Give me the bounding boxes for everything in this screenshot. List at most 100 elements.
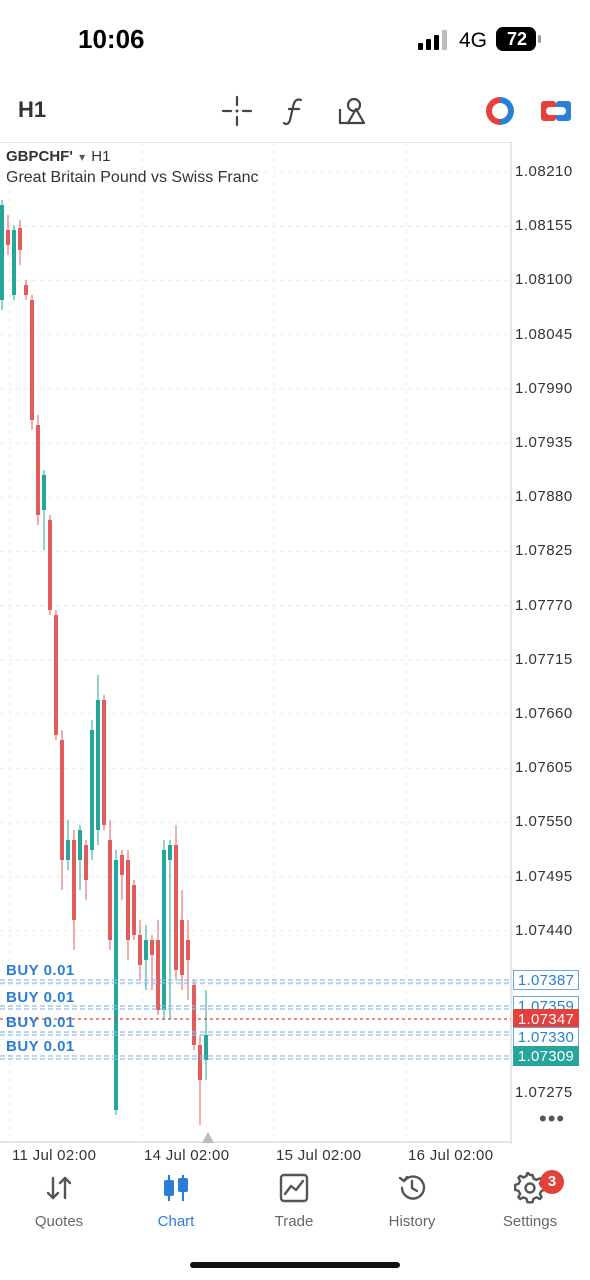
price-tick-label: 1.07660 (515, 705, 573, 722)
nav-chart[interactable]: Chart (126, 1172, 226, 1230)
date-tick-label: 14 Jul 02:00 (144, 1147, 230, 1164)
symbol-timeframe: H1 (91, 148, 111, 165)
objects-shapes-icon[interactable] (336, 95, 368, 127)
candle-body (66, 840, 70, 860)
candle-body (132, 885, 136, 935)
candle-body (72, 840, 76, 920)
candle-body (186, 940, 190, 960)
candle-body (30, 300, 34, 420)
symbol-title[interactable]: GBPCHF' ▾ H1 (6, 148, 110, 165)
current-price-box: 1.07309 (513, 1046, 579, 1066)
candle-body (24, 285, 28, 295)
candle-body (126, 860, 130, 940)
candle-body (96, 700, 100, 830)
price-tick-label: 1.07550 (515, 813, 573, 831)
candle-body (150, 940, 154, 955)
price-tick-label: 1.07495 (515, 867, 573, 885)
chart-grid (0, 142, 511, 1142)
candle-body (18, 228, 22, 250)
price-tick-label: 1.08210 (515, 163, 573, 180)
crosshair-icon[interactable] (221, 95, 253, 127)
candle-body (6, 230, 10, 245)
date-tick-label: 11 Jul 02:00 (12, 1147, 97, 1164)
candle-body (180, 920, 184, 975)
order-label[interactable]: BUY 0.01 (6, 1038, 75, 1055)
nav-label: Settings (502, 1213, 558, 1230)
price-tick-label: 1.08100 (515, 271, 573, 289)
candle-body (204, 1035, 208, 1060)
nav-label: Trade (274, 1213, 314, 1230)
candle-body (108, 840, 112, 940)
more-icon[interactable]: ••• (539, 1106, 566, 1131)
trade-panel-icon[interactable] (540, 95, 572, 127)
price-tick-label: 1.07275 (515, 1084, 573, 1102)
candle-body (162, 850, 166, 1010)
chevron-down-icon: ▾ (79, 150, 86, 164)
nav-label: Quotes (34, 1213, 84, 1230)
timeframe-selector[interactable]: H1 (18, 97, 47, 122)
quotes-arrows-icon (46, 1176, 72, 1200)
candle-body (174, 845, 178, 970)
candle-body (12, 230, 16, 295)
candle-body (144, 940, 148, 960)
candle-body (198, 1045, 202, 1080)
status-time: 10:06 (78, 24, 145, 54)
home-indicator[interactable] (190, 1262, 400, 1268)
history-clock-icon (398, 1175, 426, 1200)
settings-badge: 3 (540, 1170, 564, 1194)
price-tick-label: 1.07440 (515, 921, 573, 939)
bid-price-box: 1.07347 (513, 1009, 579, 1029)
price-tick-label: 1.08155 (515, 217, 573, 235)
price-tick-label: 1.07715 (515, 650, 573, 668)
candle-body (138, 935, 142, 965)
nav-trade[interactable]: Trade (244, 1172, 344, 1230)
candle-body (120, 855, 124, 875)
symbol-description: Great Britain Pound vs Swiss Franc (6, 169, 259, 186)
nav-quotes[interactable]: Quotes (9, 1172, 109, 1230)
candle-body (0, 205, 4, 300)
candle-body (168, 845, 172, 860)
battery-icon: 72 (496, 27, 542, 51)
one-click-trading-icon[interactable] (484, 95, 516, 127)
chart-candles-icon (164, 1175, 188, 1201)
order-label[interactable]: BUY 0.01 (6, 1014, 75, 1031)
order-price-box: 1.07387 (513, 970, 579, 990)
order-label[interactable]: BUY 0.01 (6, 989, 75, 1006)
current-time-marker (202, 1132, 214, 1143)
nav-label: History (388, 1213, 436, 1230)
order-lines (0, 979, 511, 1060)
nav-label: Chart (157, 1213, 195, 1230)
candle-body (90, 730, 94, 850)
trade-chart-icon (279, 1173, 309, 1203)
price-tick-label: 1.07605 (515, 759, 573, 777)
price-tick-label: 1.07770 (515, 596, 573, 614)
candle-body (114, 860, 118, 1110)
candle-body (192, 985, 196, 1045)
price-chart[interactable] (0, 142, 590, 1144)
candle-body (42, 475, 46, 510)
price-tick-label: 1.07880 (515, 488, 573, 506)
candle-body (102, 700, 106, 825)
order-label[interactable]: BUY 0.01 (6, 962, 75, 979)
candle-body (78, 830, 82, 860)
nav-history[interactable]: History (362, 1172, 462, 1230)
candle-body (156, 940, 160, 1010)
date-tick-label: 15 Jul 02:00 (276, 1147, 362, 1164)
network-type: 4G (459, 29, 488, 52)
battery-level: 72 (506, 29, 528, 49)
order-price-box: 1.07330 (513, 1027, 579, 1047)
nav-settings[interactable]: Settings (480, 1171, 580, 1230)
price-tick-label: 1.08045 (515, 325, 573, 343)
candle-body (36, 425, 40, 515)
symbol-name: GBPCHF' (6, 148, 73, 165)
candles (0, 200, 208, 1125)
signal-icon (418, 30, 447, 50)
candle-body (84, 845, 88, 880)
date-tick-label: 16 Jul 02:00 (408, 1147, 494, 1164)
price-tick-label: 1.07935 (515, 434, 573, 451)
candle-body (60, 740, 64, 860)
price-tick-label: 1.07990 (515, 379, 573, 397)
indicator-function-icon[interactable] (279, 95, 311, 127)
candle-body (54, 615, 58, 735)
price-tick-label: 1.07825 (515, 542, 573, 560)
